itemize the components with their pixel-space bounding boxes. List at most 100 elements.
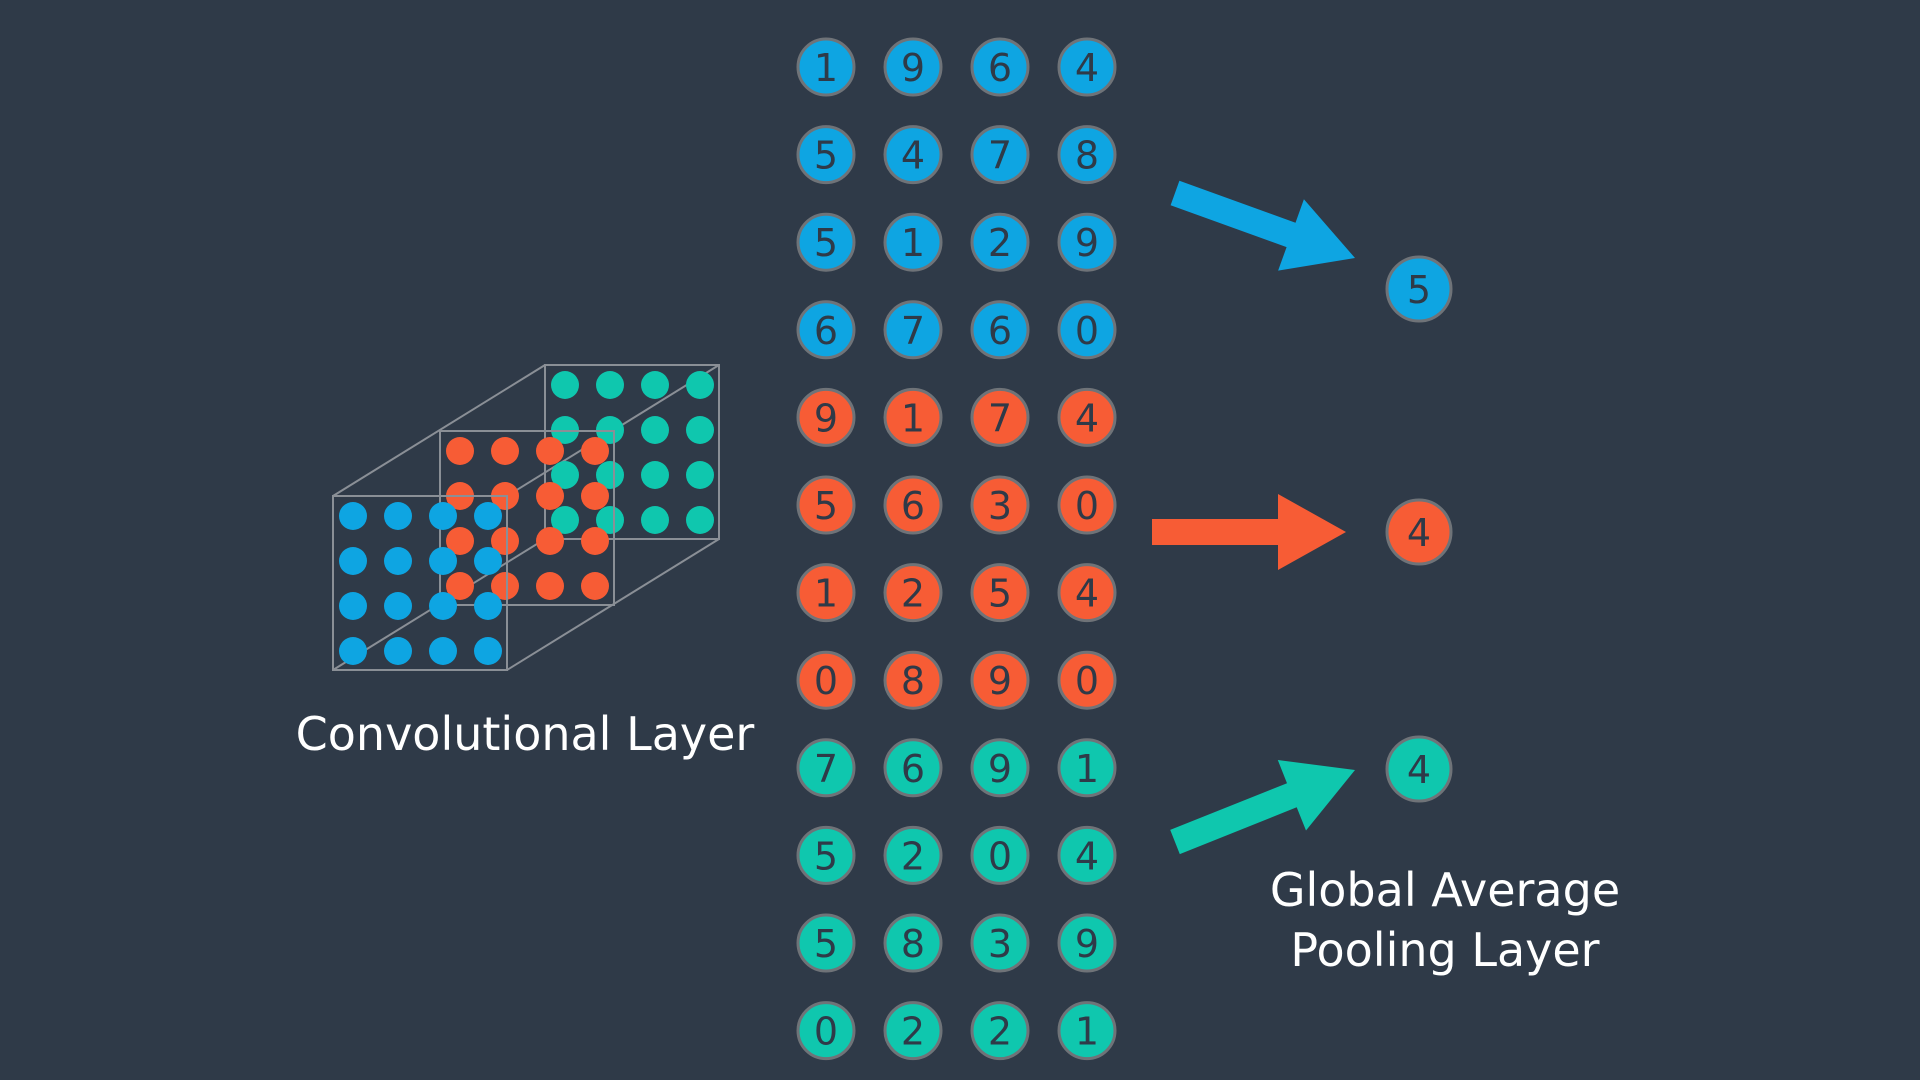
channel-dot-blue [384, 637, 412, 665]
channel-dot-teal [686, 461, 714, 489]
channel-dot-orange [491, 572, 519, 600]
value-number: 4 [1075, 572, 1099, 616]
value-number: 1 [814, 46, 838, 90]
value-cell-orange: 4 [1057, 563, 1117, 623]
value-cell-orange: 0 [1057, 475, 1117, 535]
channel-dot-teal [551, 506, 579, 534]
value-number: 8 [901, 922, 925, 966]
value-number: 5 [814, 922, 838, 966]
channel-dot-blue [339, 637, 367, 665]
value-number: 0 [1075, 484, 1099, 528]
value-number: 0 [814, 659, 838, 703]
channel-dot-orange [536, 437, 564, 465]
channel-dot-orange [491, 527, 519, 555]
channel-dot-orange [581, 482, 609, 510]
value-number: 6 [901, 484, 925, 528]
value-cell-blue: 1 [883, 212, 943, 272]
arrow-teal [1170, 760, 1355, 855]
channel-dot-blue [429, 592, 457, 620]
value-cell-orange: 0 [796, 650, 856, 710]
value-number: 7 [988, 396, 1012, 440]
value-cell-orange: 0 [1057, 650, 1117, 710]
channel-dot-orange [536, 572, 564, 600]
channel-dot-orange [581, 572, 609, 600]
value-number: 0 [814, 1010, 838, 1054]
channel-dot-orange [536, 482, 564, 510]
convolutional-layer-label: Convolutional Layer [295, 707, 755, 761]
pooled-number: 4 [1407, 748, 1431, 792]
value-cell-orange: 7 [970, 387, 1030, 447]
channel-dot-orange [581, 527, 609, 555]
channel-dot-blue [339, 502, 367, 530]
value-cell-teal: 2 [883, 1001, 943, 1061]
value-cell-teal: 1 [1057, 1001, 1117, 1061]
value-cell-blue: 7 [883, 300, 943, 360]
value-number: 0 [988, 834, 1012, 878]
value-cell-teal: 7 [796, 738, 856, 798]
value-number: 4 [901, 134, 925, 178]
convolutional-layer-cube [332, 364, 720, 671]
value-cell-teal: 2 [883, 825, 943, 885]
value-number: 3 [988, 922, 1012, 966]
value-number: 1 [1075, 747, 1099, 791]
channel-dot-blue [429, 637, 457, 665]
value-cell-teal: 9 [970, 738, 1030, 798]
value-number: 0 [1075, 659, 1099, 703]
value-cell-teal: 4 [1057, 825, 1117, 885]
feature-map-values: 1 9 6 45 4 7 85 1 2 96 7 6 09 1 7 45 6 3 01 2 5 40 8 9 07 6 9 15 2 0 4… [796, 37, 1117, 1061]
pooled-number: 5 [1407, 268, 1431, 312]
value-number: 0 [1075, 309, 1099, 353]
value-number: 9 [1075, 221, 1099, 265]
channel-dot-blue [384, 502, 412, 530]
value-cell-blue: 7 [970, 125, 1030, 185]
channel-dot-blue [429, 547, 457, 575]
channel-dot-blue [339, 547, 367, 575]
value-cell-blue: 6 [970, 300, 1030, 360]
channel-dot-blue [429, 502, 457, 530]
value-cell-teal: 5 [796, 913, 856, 973]
value-cell-teal: 6 [883, 738, 943, 798]
channel-dot-teal [641, 461, 669, 489]
value-number: 9 [988, 659, 1012, 703]
value-cell-orange: 5 [970, 563, 1030, 623]
value-cell-teal: 0 [970, 825, 1030, 885]
channel-dot-orange [446, 527, 474, 555]
value-number: 5 [814, 834, 838, 878]
channel-dot-blue [339, 592, 367, 620]
value-cell-teal: 9 [1057, 913, 1117, 973]
value-cell-orange: 6 [883, 475, 943, 535]
global-average-pooling-label: Global Average Pooling Layer [1205, 860, 1685, 980]
value-number: 8 [1075, 134, 1099, 178]
value-number: 5 [814, 484, 838, 528]
value-cell-orange: 8 [883, 650, 943, 710]
channel-dot-teal [641, 506, 669, 534]
value-cell-orange: 1 [796, 563, 856, 623]
value-cell-blue: 6 [796, 300, 856, 360]
value-cell-teal: 2 [970, 1001, 1030, 1061]
channel-dot-teal [686, 371, 714, 399]
value-cell-blue: 4 [1057, 37, 1117, 97]
value-cell-blue: 2 [970, 212, 1030, 272]
channel-dot-teal [641, 416, 669, 444]
value-number: 9 [814, 396, 838, 440]
channel-dot-teal [596, 461, 624, 489]
channel-dot-teal [551, 461, 579, 489]
value-number: 5 [988, 572, 1012, 616]
value-number: 7 [901, 309, 925, 353]
gap-label-line-1: Global Average [1269, 863, 1621, 917]
channel-dot-blue [384, 547, 412, 575]
value-number: 5 [814, 221, 838, 265]
value-cell-teal: 1 [1057, 738, 1117, 798]
value-cell-orange: 9 [970, 650, 1030, 710]
value-cell-teal: 5 [796, 825, 856, 885]
value-cell-orange: 1 [883, 387, 943, 447]
arrow-blue [1170, 180, 1355, 271]
value-cell-teal: 8 [883, 913, 943, 973]
value-cell-blue: 6 [970, 37, 1030, 97]
value-number: 4 [1075, 396, 1099, 440]
value-cell-orange: 9 [796, 387, 856, 447]
channel-dot-orange [581, 437, 609, 465]
value-number: 6 [814, 309, 838, 353]
channel-dot-teal [686, 506, 714, 534]
